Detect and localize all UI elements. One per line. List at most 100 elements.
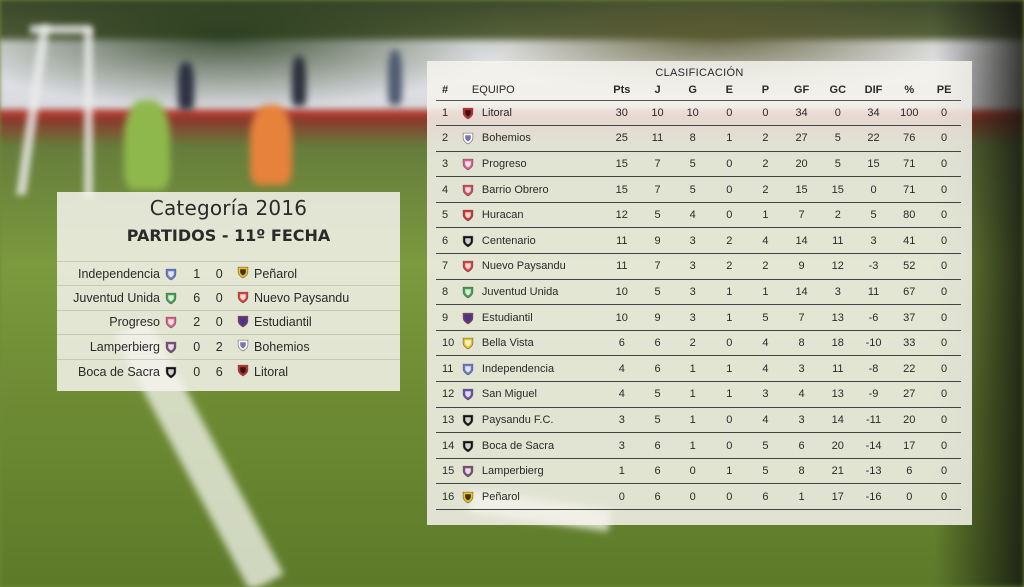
litoral-crest-icon <box>461 106 475 120</box>
header-team: EQUIPO <box>458 81 603 101</box>
standings-row: 6 Centenario 11 9 3 2 4 14 11 3 41 0 <box>436 227 961 255</box>
estudiantil-crest-icon <box>236 314 250 328</box>
row-pts: 6 <box>602 330 641 357</box>
away-crest-cell <box>230 285 252 311</box>
team-name: Boca de Sacra <box>481 439 555 452</box>
row-pe: 0 <box>927 304 961 331</box>
row-p: 4 <box>747 330 784 357</box>
row-pe: 0 <box>927 253 961 280</box>
match-row: Juventud Unida 6 0 Nuevo Paysandu <box>57 285 400 311</box>
home-crest-cell <box>164 309 184 335</box>
row-gf: 7 <box>783 202 820 229</box>
row-gf: 15 <box>783 176 820 203</box>
row-e: 0 <box>711 483 748 510</box>
row-pts: 0 <box>602 483 641 510</box>
match-score: 2 0 <box>184 309 230 335</box>
row-team: Juventud Unida <box>458 279 603 306</box>
standings-row: 14 Boca de Sacra 3 6 1 0 5 6 20 -14 17 0 <box>436 432 961 459</box>
row-pct: 76 <box>891 125 928 152</box>
row-pct: 71 <box>891 151 928 178</box>
row-pts: 11 <box>602 227 641 255</box>
row-j: 11 <box>640 125 675 152</box>
row-g: 3 <box>674 304 712 331</box>
row-e: 2 <box>711 227 748 255</box>
row-dif: 5 <box>855 202 892 229</box>
header-gf: GF <box>783 81 820 101</box>
row-e: 0 <box>711 176 748 203</box>
row-p: 5 <box>747 432 784 459</box>
match-score: 0 2 <box>184 334 230 360</box>
row-team: Huracan <box>458 202 603 229</box>
row-j: 5 <box>640 381 675 408</box>
row-pct: 41 <box>891 227 928 255</box>
match-row: Independencia 1 0 Peñarol <box>57 260 400 286</box>
away-team-name: Peñarol <box>252 260 400 286</box>
round-title: PARTIDOS - 11º FECHA <box>126 226 331 245</box>
home-team-name: Independencia <box>57 260 164 286</box>
row-j: 9 <box>640 304 675 331</box>
row-position: 10 <box>436 330 459 357</box>
row-p: 2 <box>747 125 784 152</box>
barrio-obrero-crest-icon <box>461 183 475 197</box>
row-gf: 34 <box>783 100 820 127</box>
row-gc: 14 <box>819 407 856 434</box>
row-team: Independencia <box>458 355 603 383</box>
team-name: Litoral <box>481 106 512 119</box>
row-p: 3 <box>747 381 784 408</box>
row-pct: 27 <box>891 381 928 408</box>
row-g: 3 <box>674 253 712 280</box>
team-name: San Miguel <box>481 388 537 401</box>
row-e: 1 <box>711 355 748 383</box>
estudiantil-crest-icon <box>461 311 475 325</box>
standings-row: 5 Huracan 12 5 4 0 1 7 2 5 80 0 <box>436 202 961 229</box>
row-pe: 0 <box>927 432 961 459</box>
row-g: 0 <box>674 483 712 510</box>
row-j: 6 <box>640 458 675 485</box>
row-e: 0 <box>711 100 748 127</box>
row-gf: 8 <box>783 458 820 485</box>
match-row: Boca de Sacra 0 6 Litoral <box>57 358 400 384</box>
bohemios-crest-icon <box>236 338 250 352</box>
row-pts: 10 <box>602 304 641 331</box>
row-pts: 1 <box>602 458 641 485</box>
standings-row: 3 Progreso 15 7 5 0 2 20 5 15 71 0 <box>436 151 961 178</box>
row-gc: 15 <box>819 176 856 203</box>
penarol-crest-icon <box>461 490 475 504</box>
row-g: 2 <box>674 330 712 357</box>
row-dif: 22 <box>855 125 892 152</box>
row-pct: 33 <box>891 330 928 357</box>
row-pts: 4 <box>602 355 641 383</box>
row-position: 1 <box>436 100 459 127</box>
away-crest-cell <box>230 309 252 335</box>
row-p: 4 <box>747 355 784 383</box>
row-gf: 27 <box>783 125 820 152</box>
row-position: 11 <box>436 355 459 383</box>
home-team-name: Juventud Unida <box>57 285 164 311</box>
row-p: 5 <box>747 458 784 485</box>
row-g: 8 <box>674 125 712 152</box>
team-name: Bella Vista <box>481 337 534 350</box>
row-pct: 67 <box>891 279 928 306</box>
row-pe: 0 <box>927 483 961 510</box>
row-g: 5 <box>674 151 712 178</box>
match-row: Progreso 2 0 Estudiantil <box>57 309 400 335</box>
row-dif: -8 <box>855 355 892 383</box>
row-g: 10 <box>674 100 712 127</box>
row-dif: -16 <box>855 483 892 510</box>
header-pct: % <box>891 81 928 101</box>
row-gc: 5 <box>819 125 856 152</box>
row-position: 6 <box>436 227 459 255</box>
progreso-crest-icon <box>461 157 475 171</box>
boca-de-sacra-crest-icon <box>461 439 475 453</box>
row-g: 4 <box>674 202 712 229</box>
row-position: 4 <box>436 176 459 203</box>
row-team: Centenario <box>458 227 603 255</box>
row-team: Peñarol <box>458 483 603 510</box>
home-crest-cell <box>164 260 184 286</box>
progreso-crest-icon <box>164 315 184 329</box>
row-gf: 3 <box>783 355 820 383</box>
row-pts: 30 <box>602 100 641 127</box>
row-position: 5 <box>436 202 459 229</box>
lamperbierg-crest-icon <box>164 340 184 354</box>
home-crest-cell <box>164 358 184 384</box>
